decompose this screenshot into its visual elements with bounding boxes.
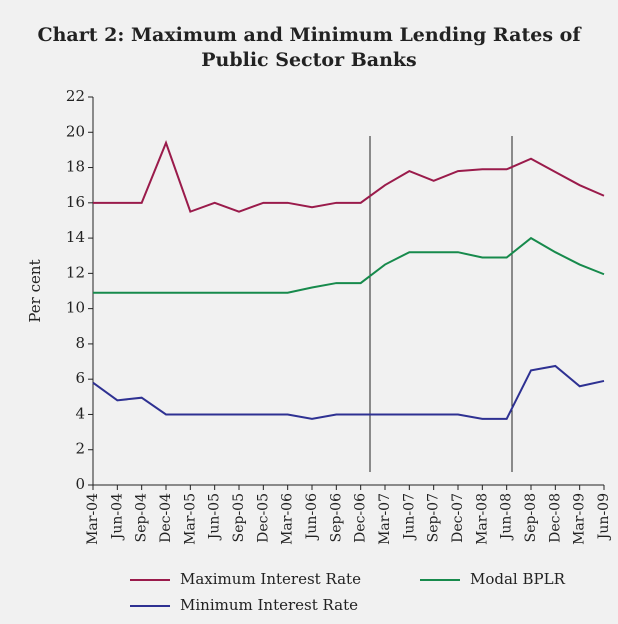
x-tick-label: Sep-04 [134, 493, 150, 542]
x-tick-label: Dec-04 [158, 493, 174, 543]
y-tick-label: 4 [75, 404, 85, 422]
y-tick-label: 6 [75, 369, 85, 387]
x-tick-label: Mar-08 [474, 493, 490, 545]
y-tick-label: 12 [66, 263, 85, 281]
x-tick-label: Mar-07 [377, 493, 393, 545]
x-tick-label: Mar-04 [85, 493, 101, 545]
legend-label: Minimum Interest Rate [180, 596, 358, 614]
y-tick-label: 8 [75, 334, 85, 352]
x-tick-label: Mar-05 [182, 493, 198, 545]
line [93, 236, 605, 294]
x-tick-label: Sep-06 [328, 493, 344, 542]
y-tick-label: 20 [66, 122, 85, 140]
y-tick-label: 22 [66, 87, 85, 105]
line [93, 140, 605, 213]
x-tick-label: Jun-04 [109, 493, 125, 541]
y-axis-label: Per cent [26, 259, 44, 322]
x-tick-label: Dec-05 [255, 493, 271, 543]
y-tick-label: 0 [75, 475, 85, 493]
x-tick-label: Sep-05 [231, 493, 247, 542]
x-tick-label: Dec-08 [547, 493, 563, 543]
x-tick-label: Sep-07 [426, 493, 442, 542]
line [92, 364, 605, 420]
x-tick-label: Dec-07 [450, 493, 466, 543]
x-tick-label: Sep-08 [523, 493, 539, 542]
legend-label: Maximum Interest Rate [180, 570, 361, 588]
y-tick-label: 2 [75, 440, 85, 458]
y-tick-label: 10 [66, 299, 85, 317]
y-tick-label: 16 [66, 193, 85, 211]
y-tick-label: 18 [66, 158, 85, 176]
x-tick-label: Mar-09 [572, 493, 588, 545]
x-tick-label: Jun-07 [401, 493, 417, 541]
x-tick-label: Jun-08 [499, 493, 515, 541]
legend-label: Modal BPLR [470, 570, 566, 588]
x-tick-label: Dec-06 [353, 493, 369, 543]
x-tick-label: Jun-06 [304, 493, 320, 541]
x-tick-label: Mar-06 [280, 493, 296, 545]
x-tick-label: Jun-05 [207, 493, 223, 541]
chart-title: Public Sector Banks [201, 49, 417, 71]
x-tick-label: Jun-09 [596, 493, 612, 541]
chart-title: Chart 2: Maximum and Minimum Lending Rat… [37, 24, 582, 46]
y-tick-label: 14 [66, 228, 85, 246]
